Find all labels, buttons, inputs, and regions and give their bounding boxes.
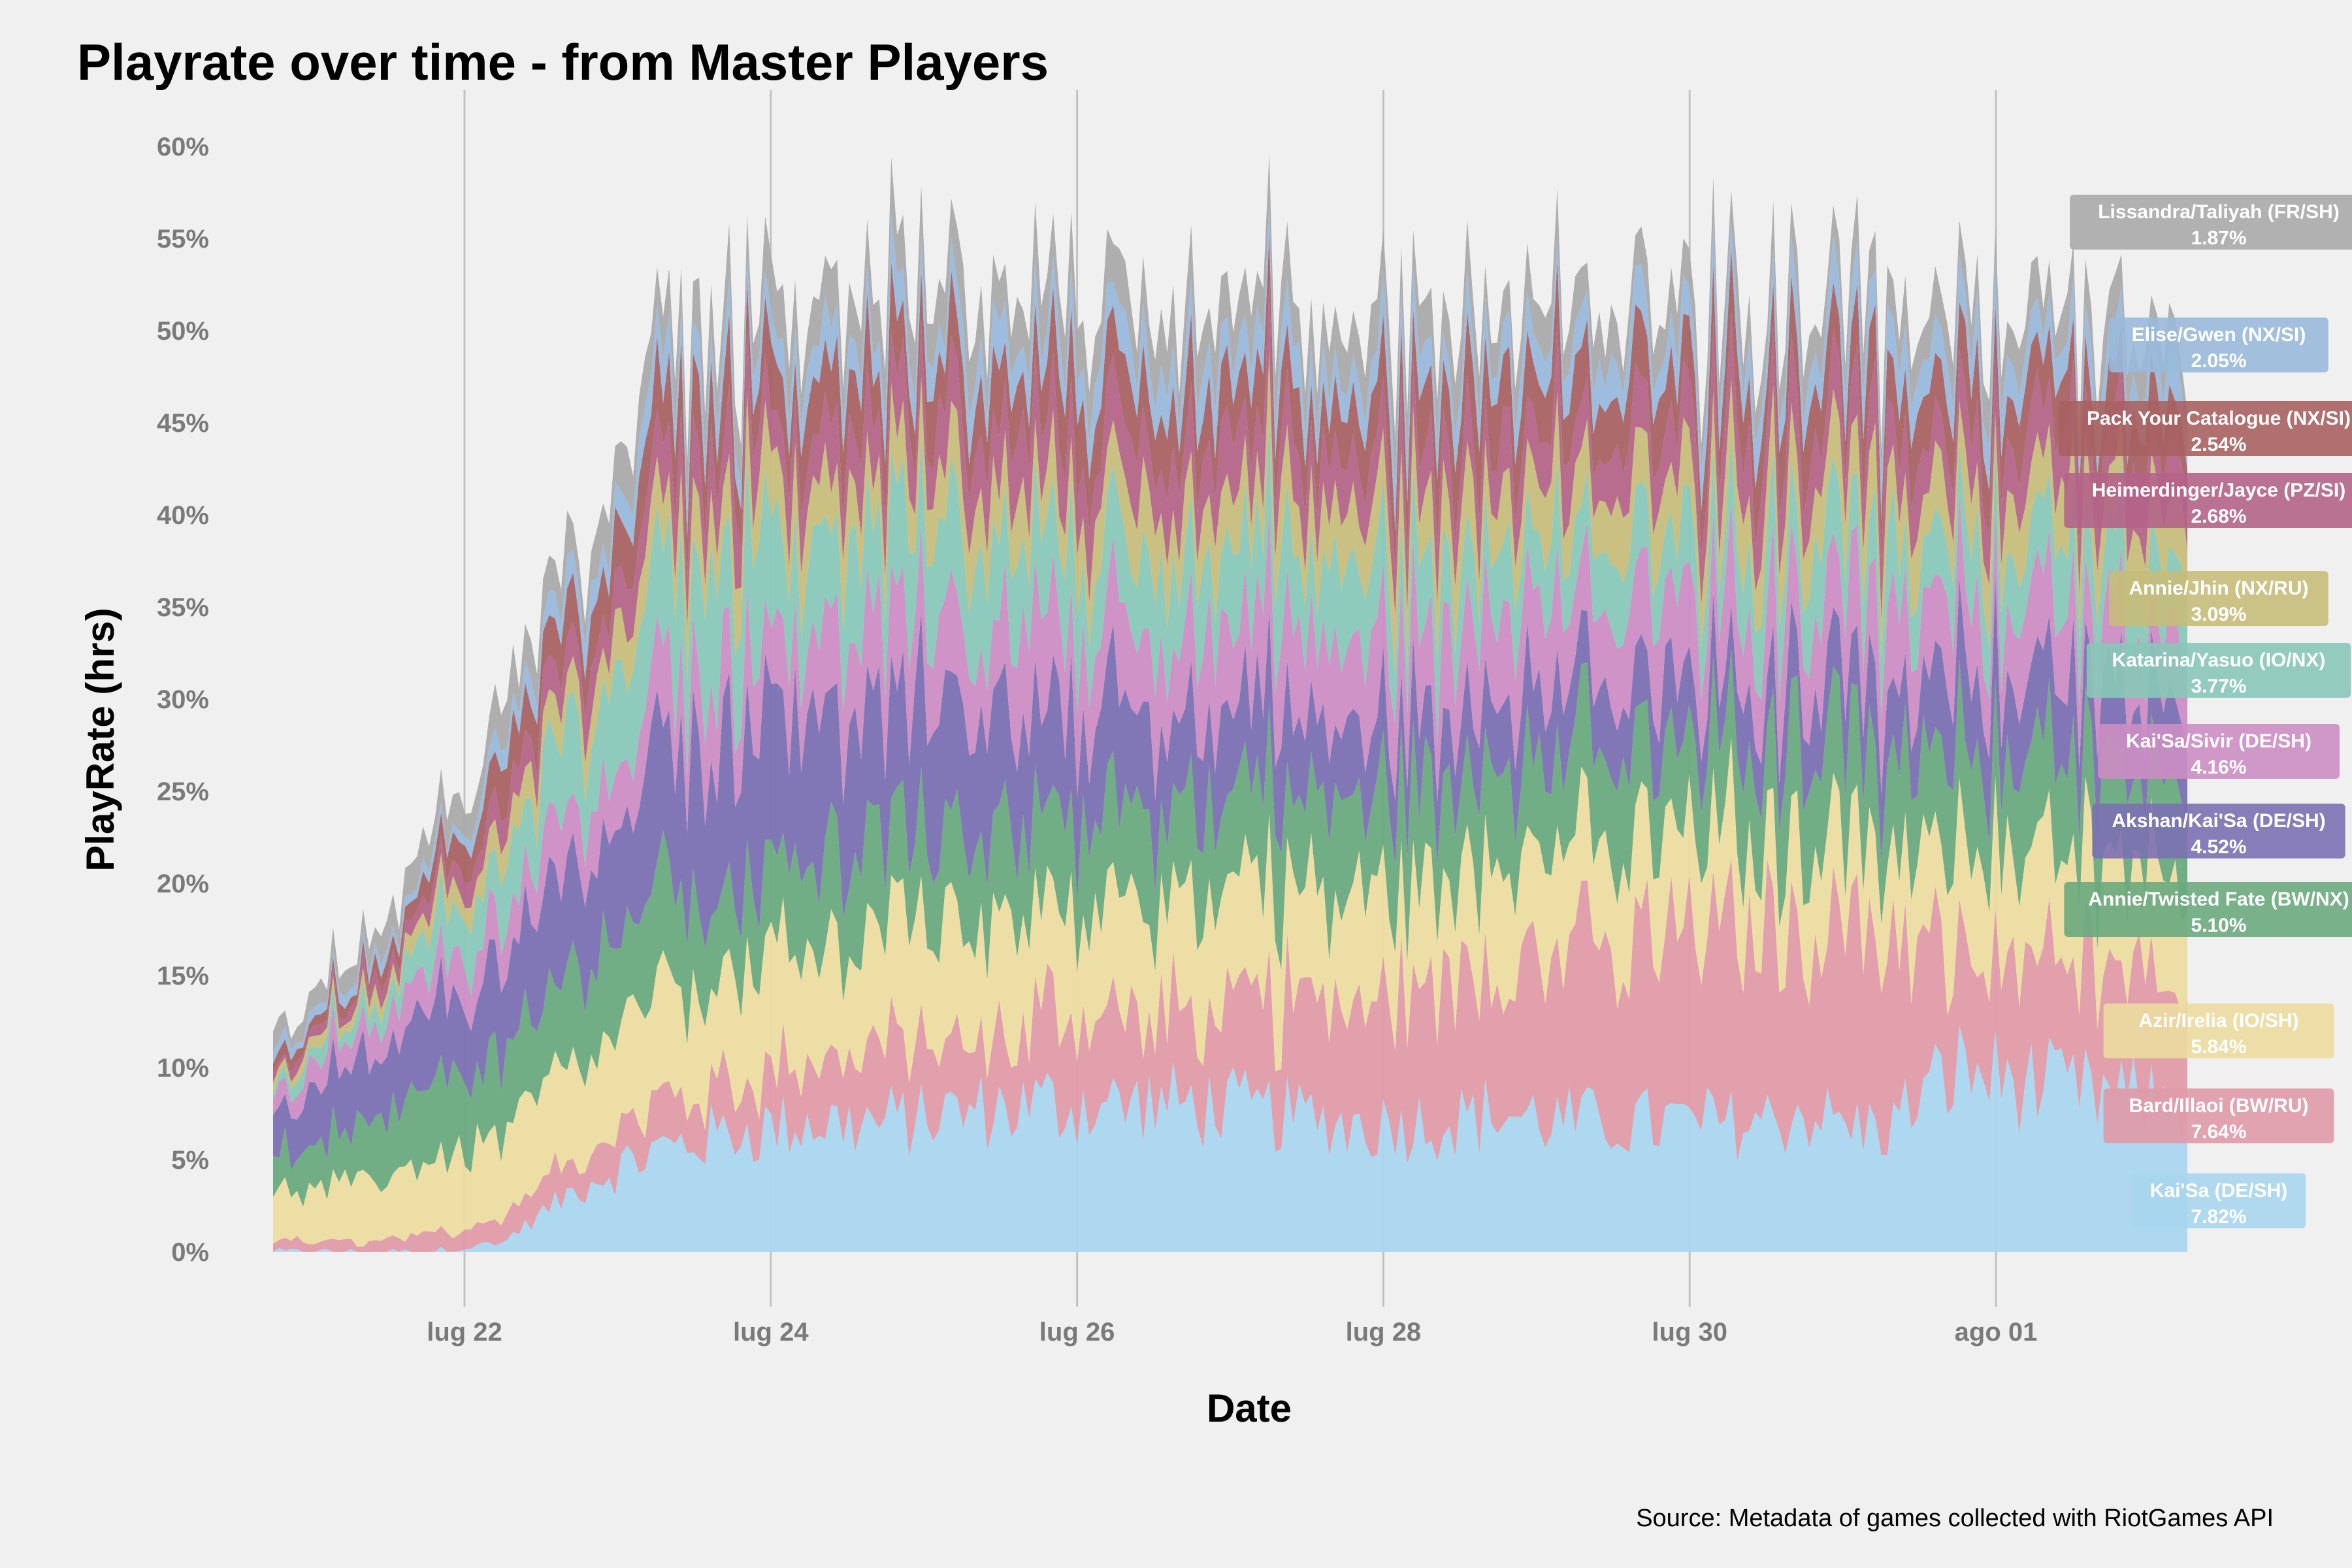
series-label-box — [2064, 473, 2352, 528]
area-series-11 — [273, 206, 2187, 1064]
series-label-value: 1.87% — [2191, 227, 2246, 249]
series-label: Kai'Sa (DE/SH) 7.82% — [2131, 1173, 2306, 1228]
series-label: Annie/Jhin (NX/RU) 3.09% — [2109, 571, 2328, 626]
y-tick-label: 60% — [157, 133, 209, 161]
area-series-12 — [273, 153, 2187, 1052]
series-label-value: 5.10% — [2191, 915, 2246, 936]
x-axis-ticks: lug 22 lug 24 lug 26 lug 28 lug 30 ago 01 — [427, 1318, 2037, 1347]
series-label-name: Kai'Sa (DE/SH) — [2150, 1180, 2288, 1201]
series-label: Katarina/Yasuo (IO/NX) 3.77% — [2086, 643, 2351, 698]
area-series-5 — [273, 578, 2187, 1170]
y-axis-ticks: 0% 5% 10% 15% 20% 25% 30% 35% 40% 45% 50% 55% 60% — [157, 133, 209, 1267]
series-label-name: Heimerdinger/Jayce (PZ/SI) — [2092, 480, 2345, 501]
y-tick-label: 5% — [171, 1146, 209, 1175]
series-label-value: 2.05% — [2191, 350, 2246, 372]
series-labels: Lissandra/Taliyah (FR/SH) 1.87% Elise/Gwen… — [2058, 195, 2352, 1228]
y-tick-label: 25% — [157, 777, 209, 806]
series-label: Azir/Irelia (IO/SH) 5.84% — [2103, 1004, 2334, 1058]
series-label-value: 7.82% — [2191, 1206, 2246, 1228]
area-series-6 — [273, 493, 2187, 1120]
stacked-areas — [273, 153, 2187, 1252]
series-label-box — [2131, 1173, 2306, 1228]
y-tick-label: 15% — [157, 962, 209, 990]
series-label: Akshan/Kai'Sa (DE/SH) 4.52% — [2092, 804, 2345, 858]
series-label: Bard/Illaoi (BW/RU) 7.64% — [2103, 1088, 2334, 1143]
x-tick-label: lug 30 — [1652, 1318, 1727, 1347]
chart-caption: Source: Metadata of games collected with… — [1636, 1505, 2274, 1532]
y-tick-label: 0% — [171, 1238, 209, 1267]
series-label-name: Elise/Gwen (NX/SI) — [2132, 324, 2306, 346]
series-label-box — [2086, 643, 2351, 698]
chart-title: Playrate over time - from Master Players — [77, 33, 1049, 91]
area-series-2 — [273, 858, 2187, 1252]
y-tick-label: 20% — [157, 870, 209, 898]
area-series-10 — [273, 234, 2187, 1073]
series-label-name: Bard/Illaoi (BW/RU) — [2129, 1095, 2309, 1117]
series-label-value: 7.64% — [2191, 1121, 2246, 1143]
x-tick-label: lug 26 — [1039, 1318, 1115, 1347]
y-tick-label: 35% — [157, 593, 209, 622]
series-label-box — [2109, 318, 2328, 372]
y-tick-label: 55% — [157, 225, 209, 253]
series-label-value: 2.68% — [2191, 506, 2246, 527]
series-label-value: 4.16% — [2191, 757, 2246, 778]
x-tick-label: ago 01 — [1955, 1318, 2038, 1347]
series-label-box — [2070, 195, 2352, 250]
series-label-value: 3.77% — [2191, 676, 2246, 697]
series-label-name: Akshan/Kai'Sa (DE/SH) — [2112, 810, 2325, 832]
y-axis-label: PlayRate (hrs) — [78, 608, 122, 871]
series-label: Kai'Sa/Sivir (DE/SH) 4.16% — [2098, 724, 2340, 779]
series-label-box — [2103, 1004, 2334, 1058]
series-label-value: 3.09% — [2191, 604, 2246, 625]
area-series-9 — [273, 282, 2187, 1083]
series-label-name: Annie/Jhin (NX/RU) — [2129, 578, 2309, 599]
series-label-name: Katarina/Yasuo (IO/NX) — [2112, 649, 2326, 671]
x-tick-label: lug 22 — [427, 1318, 502, 1347]
series-label-value: 4.52% — [2191, 836, 2246, 858]
series-label-name: Kai'Sa/Sivir (DE/SH) — [2126, 730, 2311, 752]
series-label-value: 2.54% — [2191, 434, 2246, 455]
series-label-box — [2103, 1088, 2334, 1143]
series-label-box — [2058, 401, 2352, 456]
y-tick-label: 45% — [157, 409, 209, 438]
y-tick-label: 30% — [157, 685, 209, 714]
area-series-1 — [273, 1025, 2187, 1252]
area-series-7 — [273, 417, 2187, 1103]
x-axis-label: Date — [1207, 1386, 1292, 1430]
series-label-name: Pack Your Catalogue (NX/SI) — [2087, 408, 2351, 429]
area-series-3 — [273, 737, 2187, 1247]
y-tick-label: 40% — [157, 501, 209, 530]
series-label-box — [2098, 724, 2340, 779]
series-label-name: Lissandra/Taliyah (FR/SH) — [2098, 201, 2340, 223]
area-series-8 — [273, 350, 2187, 1095]
series-label-box — [2064, 882, 2352, 937]
series-label: Annie/Twisted Fate (BW/NX) 5.10% — [2064, 882, 2352, 937]
series-label-name: Azir/Irelia (IO/SH) — [2138, 1010, 2298, 1032]
series-label-name: Annie/Twisted Fate (BW/NX) — [2088, 889, 2349, 910]
area-series-4 — [273, 649, 2187, 1207]
y-tick-label: 10% — [157, 1054, 209, 1083]
series-label: Heimerdinger/Jayce (PZ/SI) 2.68% — [2064, 473, 2352, 528]
series-label-box — [2109, 571, 2328, 626]
x-tick-label: lug 24 — [733, 1318, 809, 1347]
y-tick-label: 50% — [157, 317, 209, 346]
series-label-box — [2092, 804, 2345, 858]
series-label-value: 5.84% — [2191, 1036, 2246, 1058]
x-tick-label: lug 28 — [1346, 1318, 1422, 1347]
series-label: Elise/Gwen (NX/SI) 2.05% — [2109, 318, 2328, 372]
series-label: Pack Your Catalogue (NX/SI) 2.54% — [2058, 401, 2352, 456]
series-label: Lissandra/Taliyah (FR/SH) 1.87% — [2070, 195, 2352, 250]
